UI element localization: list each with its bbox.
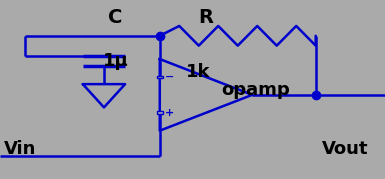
Text: C: C xyxy=(108,8,123,27)
Text: opamp: opamp xyxy=(221,81,290,98)
Text: 1μ: 1μ xyxy=(103,52,128,70)
Text: 1k: 1k xyxy=(186,63,211,81)
Text: Vout: Vout xyxy=(321,141,368,158)
Text: Vin: Vin xyxy=(4,141,36,158)
Text: −: − xyxy=(165,72,174,82)
Bar xyxy=(157,76,162,78)
Bar xyxy=(157,111,162,114)
Text: R: R xyxy=(199,8,213,27)
Text: +: + xyxy=(165,108,174,118)
